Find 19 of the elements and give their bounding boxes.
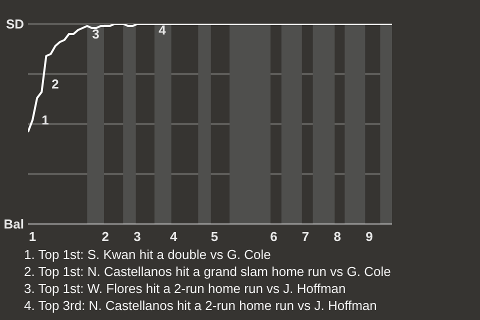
annotation: 4 — [158, 22, 167, 38]
x-tick-label: 6 — [270, 229, 278, 244]
text: SD — [6, 16, 24, 32]
text: Bal — [4, 216, 24, 232]
x-tick-label: 9 — [366, 229, 373, 244]
text: 1. Top 1st: S. Kwan hit a double vs G. Cole — [24, 246, 272, 263]
text: 4. Top 3rd: N. Castellanos hit a 2-run home run vs J. Hoffman — [24, 297, 378, 314]
x-tick-label: 8 — [334, 229, 342, 244]
x-tick-label: 4 — [170, 229, 178, 244]
annotation: 1 — [42, 112, 49, 128]
text: 2. Top 1st: N. Castellanos hit a grand slam home run vs G. Cole — [24, 263, 391, 280]
annotation: 2 — [52, 76, 59, 92]
annotation: 3 — [92, 26, 100, 42]
x-tick-label: 3 — [134, 229, 141, 244]
x-tick-label: 2 — [102, 229, 109, 244]
x-tick-label: 7 — [302, 229, 310, 244]
x-tick-label: 5 — [210, 229, 218, 244]
text: 3. Top 1st: W. Flores hit a 2-run home run vs J. Hoffman — [24, 280, 347, 297]
x-tick-label: 1 — [28, 229, 36, 244]
